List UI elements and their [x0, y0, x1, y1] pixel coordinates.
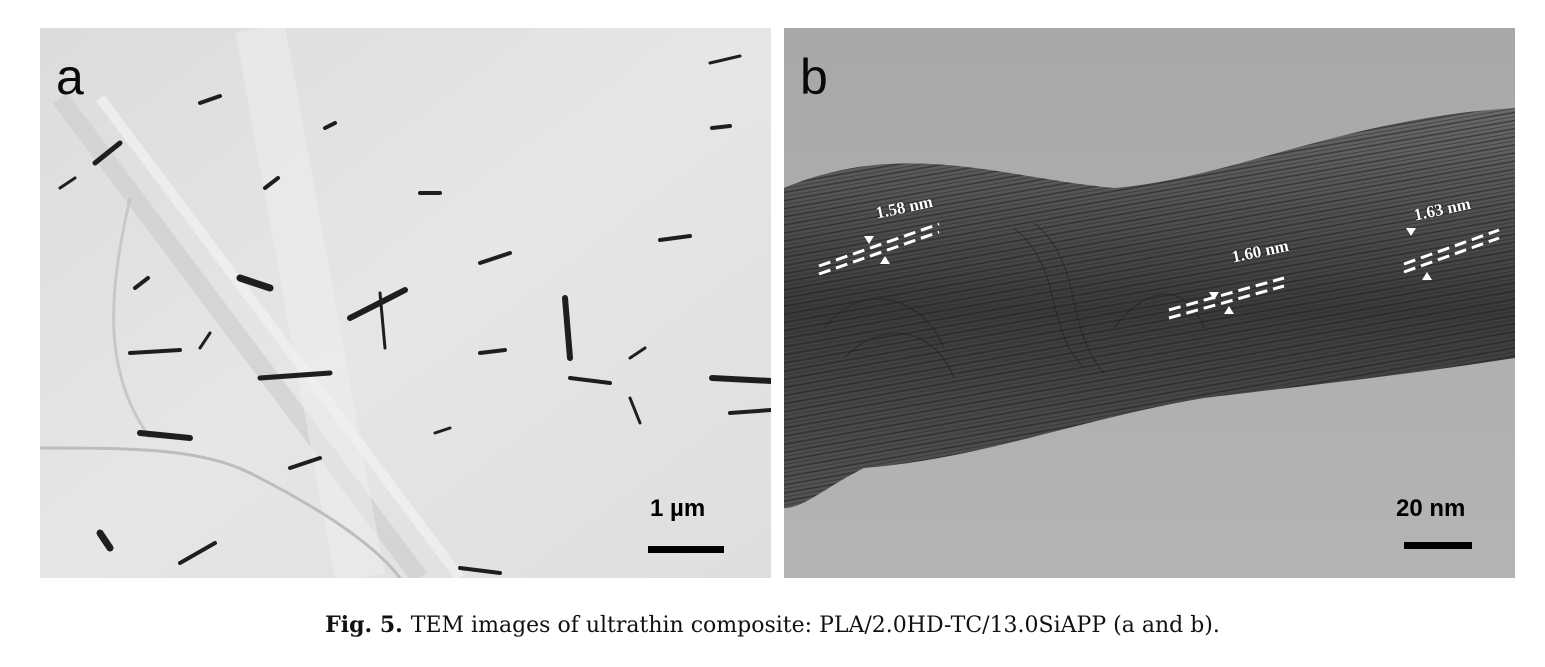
scale-bar-b: [1404, 542, 1472, 549]
scale-bar-a: [648, 546, 724, 553]
tem-image-panel-a: a 1 µm: [40, 28, 771, 578]
figure-caption: Fig. 5. TEM images of ultrathin composite…: [0, 612, 1545, 638]
figure-label: Fig. 5.: [325, 612, 403, 638]
panel-letter-a: a: [56, 49, 84, 105]
tem-micrograph-b: [784, 28, 1515, 578]
tem-micrograph-a: [40, 28, 771, 578]
scale-bar-label-a: 1 µm: [650, 495, 706, 522]
tem-image-panel-b: 1.58 nm 1.60 nm 1.63 nm b 20 nm: [784, 28, 1515, 578]
panel-letter-b: b: [800, 49, 828, 105]
scale-bar-label-b: 20 nm: [1396, 495, 1466, 522]
caption-text: TEM images of ultrathin composite: PLA/2…: [410, 613, 1220, 638]
